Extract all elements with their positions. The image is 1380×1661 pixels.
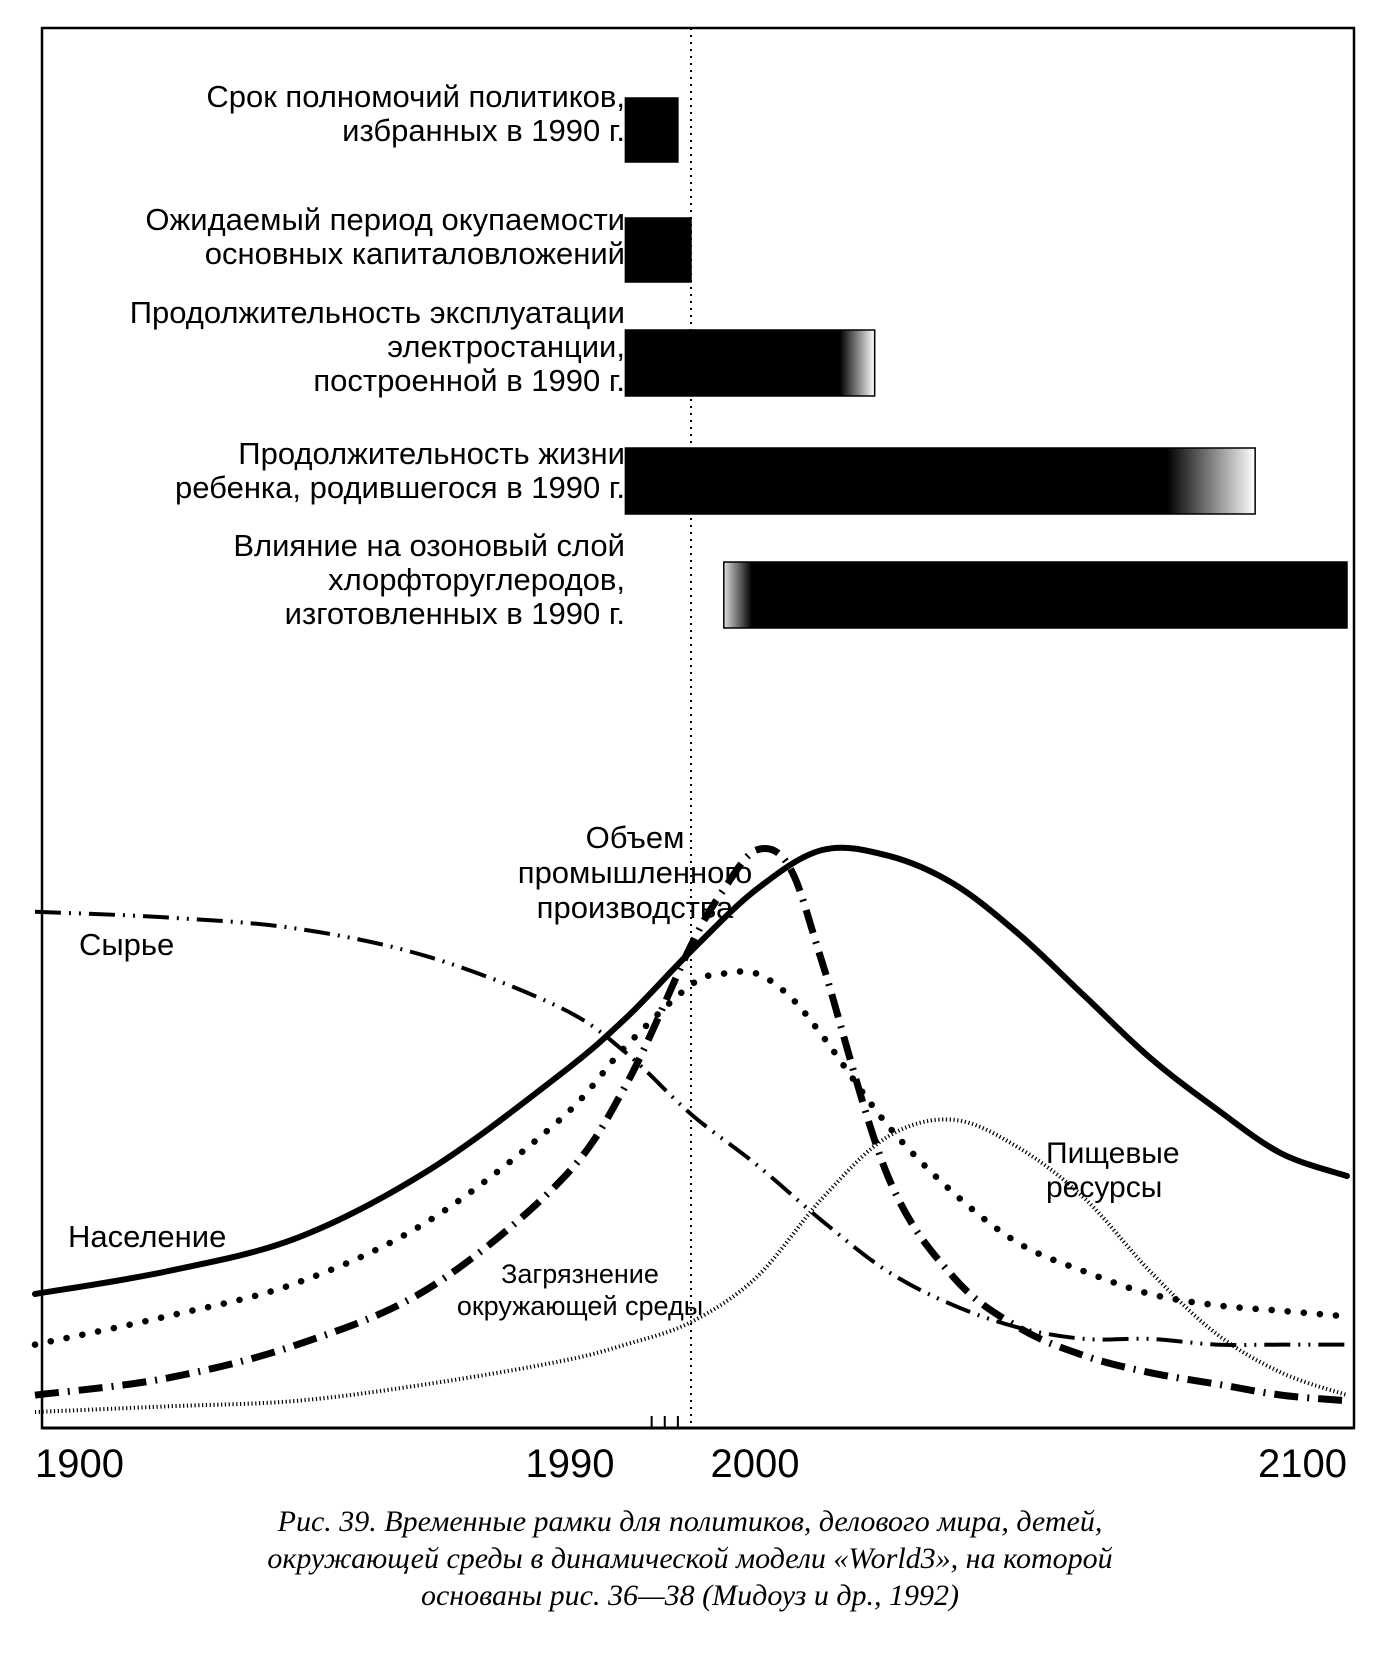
series-label: Сырье bbox=[79, 927, 174, 962]
bar-label: Влияние на озоновый слой bbox=[233, 528, 625, 563]
bar-label: Продолжительность жизни bbox=[238, 436, 625, 471]
series-line bbox=[32, 844, 1350, 1297]
series-line bbox=[34, 1117, 1348, 1414]
bar-label: избранных в 1990 г. bbox=[342, 113, 625, 148]
tick-label: 1990 bbox=[526, 1442, 615, 1486]
tick-label: 2000 bbox=[711, 1442, 800, 1486]
bar-label: Ожидаемый период окупаемости bbox=[145, 202, 625, 237]
world3-figure: Срок полномочий политиков,избранных в 19… bbox=[31, 26, 1356, 1486]
tick-label: 2100 bbox=[1258, 1442, 1347, 1486]
series-label: промышленного bbox=[518, 855, 752, 890]
series-line bbox=[34, 909, 1347, 1347]
bar-label: Срок полномочий политиков, bbox=[206, 79, 625, 114]
time-bar bbox=[624, 217, 692, 283]
x-axis: 1900 1990 2000 2100 bbox=[35, 1416, 1347, 1486]
time-bar bbox=[624, 447, 1256, 515]
bar-label: Продолжительность эксплуатации bbox=[130, 295, 625, 330]
bar-label: основных капиталовложений bbox=[205, 236, 625, 271]
series-label: Объем bbox=[586, 820, 685, 855]
bar-label: электростанции, bbox=[387, 329, 625, 364]
time-horizon-bars: Срок полномочий политиков,избранных в 19… bbox=[130, 79, 1348, 631]
caption-line: основаны рис. 36—38 (Мидоуз и др., 1992) bbox=[420, 1579, 960, 1612]
series-label: производства bbox=[537, 890, 734, 925]
series-label: Загрязнение bbox=[501, 1259, 659, 1289]
series-label: окружающей среды bbox=[457, 1291, 703, 1321]
bar-label: ребенка, родившегося в 1990 г. bbox=[175, 470, 625, 505]
time-bar bbox=[723, 561, 1348, 629]
series-line bbox=[31, 968, 1351, 1348]
bar-label: построенной в 1990 г. bbox=[313, 363, 625, 398]
tick-label: 1900 bbox=[35, 1442, 124, 1486]
series-line bbox=[34, 844, 1348, 1405]
figure-caption: Рис. 39. Временные рамки для политиков, … bbox=[60, 1503, 1320, 1614]
time-bar bbox=[624, 329, 876, 397]
caption-line: Рис. 39. Временные рамки для политиков, … bbox=[277, 1505, 1103, 1538]
bar-label: хлорфторуглеродов, bbox=[328, 562, 625, 597]
series-label: ресурсы bbox=[1046, 1171, 1162, 1204]
time-bar bbox=[624, 97, 679, 163]
bar-label: изготовленных в 1990 г. bbox=[285, 596, 625, 631]
series-label: Пищевые bbox=[1046, 1137, 1180, 1170]
caption-line: окружающей среды в динамической модели «… bbox=[267, 1542, 1113, 1575]
series-label: Население bbox=[68, 1219, 226, 1254]
